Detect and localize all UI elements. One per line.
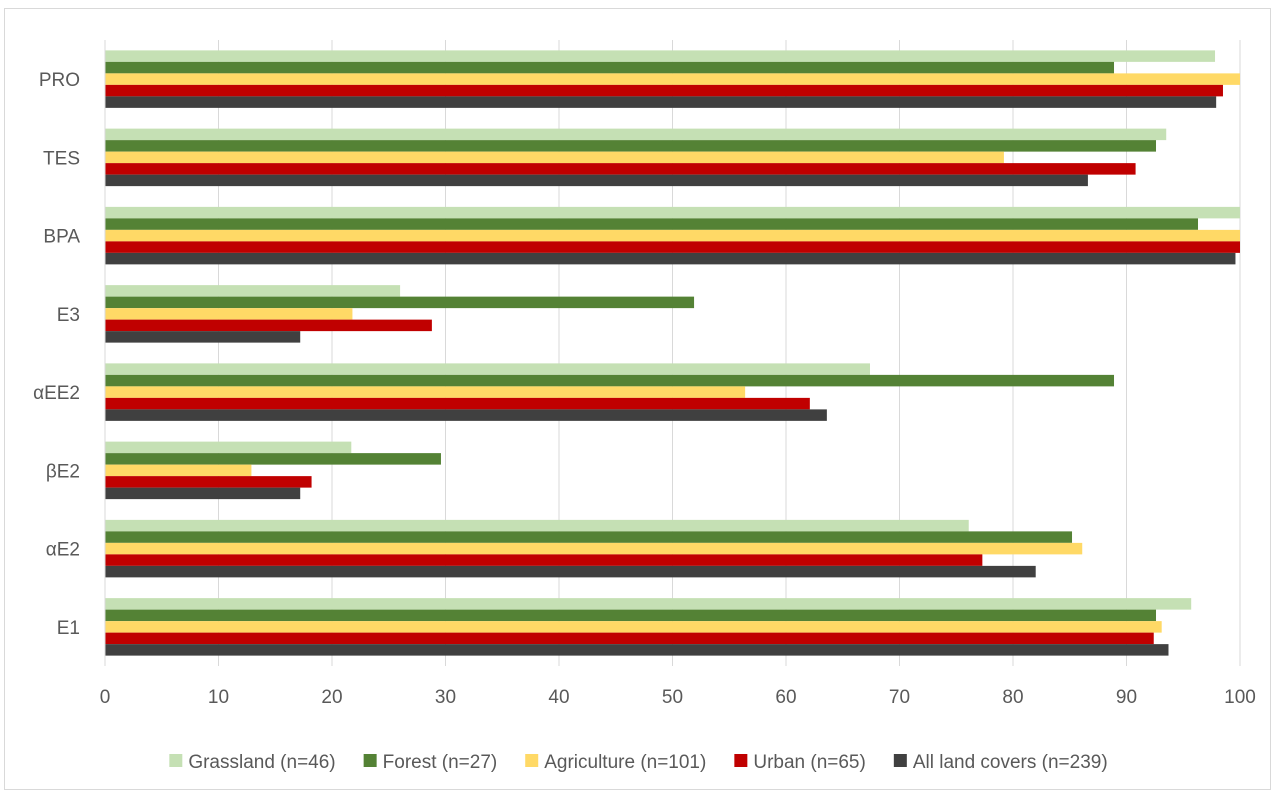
bar-ee2-grassland-n-46 bbox=[105, 363, 870, 375]
bar-pro-grassland-n-46 bbox=[105, 50, 1216, 62]
bar-e1-urban-n-65 bbox=[105, 632, 1154, 645]
bar-e3-agriculture-n-101 bbox=[105, 308, 353, 320]
y-tick-label-ee2: αEE2 bbox=[33, 383, 80, 404]
bar-pro-urban-n-65 bbox=[105, 84, 1223, 97]
legend-swatch-agriculture-n-101 bbox=[525, 754, 539, 767]
bar-e2-agriculture-n-101 bbox=[105, 542, 1083, 555]
bar-tes-grassland-n-46 bbox=[105, 128, 1167, 141]
bar-bpa-urban-n-65 bbox=[105, 241, 1240, 253]
legend-item-all-land-covers-n-239: All land covers (n=239) bbox=[893, 752, 1108, 773]
x-tick-label-20: 20 bbox=[321, 687, 342, 708]
bar-ee2-forest-n-27 bbox=[105, 374, 1115, 387]
x-tick-label-10: 10 bbox=[208, 687, 229, 708]
x-tick-label-0: 0 bbox=[100, 687, 111, 708]
bar-ee2-all-land-covers-n-239 bbox=[105, 409, 827, 421]
legend-swatch-urban-n-65 bbox=[734, 754, 748, 767]
y-tick-label-e1: E1 bbox=[57, 618, 80, 639]
legend-label-agriculture-n-101: Agriculture (n=101) bbox=[544, 752, 706, 773]
bar-e2-grassland-n-46 bbox=[105, 519, 969, 532]
legend-swatch-grassland-n-46 bbox=[169, 754, 183, 767]
x-tick-label-90: 90 bbox=[1116, 687, 1137, 708]
legend-swatch-all-land-covers-n-239 bbox=[893, 754, 907, 767]
bar-pro-all-land-covers-n-239 bbox=[105, 96, 1217, 108]
x-tick-label-50: 50 bbox=[662, 687, 683, 708]
x-tick-label-80: 80 bbox=[1002, 687, 1023, 708]
x-tick-label-60: 60 bbox=[775, 687, 796, 708]
bar-e1-grassland-n-46 bbox=[105, 598, 1192, 610]
bar-e1-agriculture-n-101 bbox=[105, 621, 1162, 633]
bar-tes-all-land-covers-n-239 bbox=[105, 174, 1088, 187]
y-tick-label-e3: E3 bbox=[57, 305, 80, 326]
legend-item-grassland-n-46: Grassland (n=46) bbox=[169, 752, 336, 773]
bar-bpa-grassland-n-46 bbox=[105, 206, 1240, 219]
legend-item-agriculture-n-101: Agriculture (n=101) bbox=[525, 752, 706, 773]
bar-bpa-forest-n-27 bbox=[105, 218, 1199, 230]
bar-e2-all-land-covers-n-239 bbox=[105, 565, 1036, 578]
bar-ee2-agriculture-n-101 bbox=[105, 386, 746, 398]
legend-item-forest-n-27: Forest (n=27) bbox=[363, 752, 498, 773]
bar-e3-urban-n-65 bbox=[105, 319, 432, 332]
chart-frame bbox=[4, 8, 1271, 790]
legend-label-all-land-covers-n-239: All land covers (n=239) bbox=[913, 752, 1108, 773]
bar-e2-urban-n-65 bbox=[105, 554, 983, 566]
bar-bpa-all-land-covers-n-239 bbox=[105, 252, 1236, 265]
bar-tes-agriculture-n-101 bbox=[105, 151, 1004, 164]
bar-e3-grassland-n-46 bbox=[105, 285, 401, 297]
legend-item-urban-n-65: Urban (n=65) bbox=[734, 752, 866, 773]
bar-e2-grassland-n-46 bbox=[105, 441, 352, 454]
x-tick-label-70: 70 bbox=[889, 687, 910, 708]
bar-tes-urban-n-65 bbox=[105, 163, 1136, 175]
y-tick-label-tes: TES bbox=[43, 148, 80, 169]
bar-e2-forest-n-27 bbox=[105, 453, 441, 465]
bar-e2-urban-n-65 bbox=[105, 476, 312, 488]
legend-label-grassland-n-46: Grassland (n=46) bbox=[188, 752, 335, 773]
y-tick-label-e2: βE2 bbox=[46, 461, 80, 482]
bars bbox=[105, 50, 1240, 656]
bar-pro-agriculture-n-101 bbox=[105, 73, 1240, 85]
bar-e3-all-land-covers-n-239 bbox=[105, 331, 301, 343]
x-tick-labels: 0 10 20 30 40 50 60 70 80 90 100 bbox=[100, 687, 1256, 708]
bar-e1-forest-n-27 bbox=[105, 609, 1157, 622]
legend: Grassland (n=46) Forest (n=27) Agriculture… bbox=[169, 752, 1108, 773]
bar-pro-forest-n-27 bbox=[105, 61, 1115, 74]
y-tick-label-pro: PRO bbox=[39, 70, 80, 91]
legend-label-urban-n-65: Urban (n=65) bbox=[753, 752, 865, 773]
bar-e2-forest-n-27 bbox=[105, 531, 1073, 543]
bar-e1-all-land-covers-n-239 bbox=[105, 644, 1169, 656]
bar-e3-forest-n-27 bbox=[105, 296, 695, 309]
x-tick-label-40: 40 bbox=[548, 687, 569, 708]
legend-label-forest-n-27: Forest (n=27) bbox=[383, 752, 498, 773]
x-tick-label-100: 100 bbox=[1224, 687, 1256, 708]
y-tick-label-bpa: BPA bbox=[43, 227, 80, 248]
bar-bpa-agriculture-n-101 bbox=[105, 229, 1240, 242]
x-tick-label-30: 30 bbox=[435, 687, 456, 708]
bar-ee2-urban-n-65 bbox=[105, 397, 810, 410]
bar-e2-all-land-covers-n-239 bbox=[105, 487, 301, 500]
y-tick-labels: PRO TES BPA E3 αEE2 βE2 αE2 E1 bbox=[33, 70, 80, 639]
legend-swatch-forest-n-27 bbox=[363, 754, 377, 767]
bar-tes-forest-n-27 bbox=[105, 140, 1157, 152]
bar-e2-agriculture-n-101 bbox=[105, 464, 252, 477]
y-tick-label-e2: αE2 bbox=[46, 540, 80, 561]
